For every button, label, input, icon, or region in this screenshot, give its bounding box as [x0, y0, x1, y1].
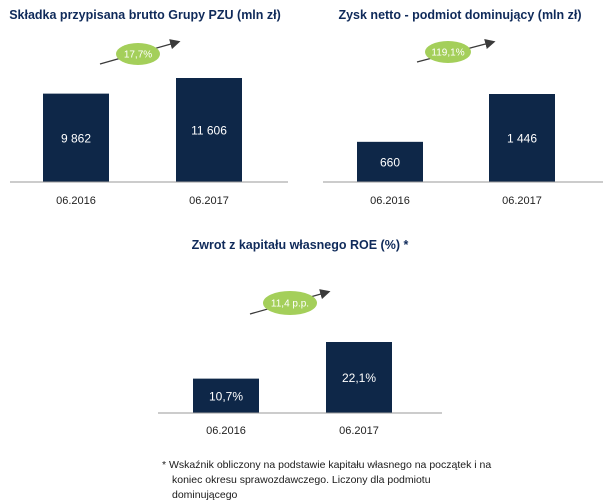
x-tick-label: 06.2017 — [502, 195, 542, 207]
x-tick-label: 06.2016 — [56, 195, 96, 207]
x-tick-label: 06.2017 — [339, 425, 379, 437]
data-label: 660 — [380, 155, 400, 169]
data-label: 10,7% — [209, 389, 243, 403]
growth-badge — [263, 291, 317, 315]
growth-badge-label: 17,7% — [124, 50, 152, 61]
growth-badge-label: 11,4 p.p. — [271, 299, 309, 310]
bar-06.2016 — [43, 93, 109, 182]
chart-plot: 17,7% 9 862 06.2016 11 606 06.2017 — [10, 39, 288, 207]
chart-plot: 11,4 p.p. 10,7% 06.2016 22,1% 06.2017 — [158, 289, 442, 437]
x-tick-label: 06.2016 — [206, 425, 246, 437]
bar-06.2016 — [357, 141, 423, 182]
footnote: * Wskaźnik obliczony na podstawie kapita… — [162, 458, 492, 503]
bar-06.2017 — [489, 94, 555, 182]
growth-badge — [425, 41, 471, 63]
footnote-line-1: * Wskaźnik obliczony na podstawie kapita… — [162, 459, 492, 471]
chart-title: Zysk netto - podmiot dominujący (mln zł) — [338, 8, 582, 22]
bar-06.2016 — [193, 378, 259, 413]
bar-06.2017 — [176, 78, 242, 182]
growth-badge — [116, 43, 160, 65]
chart-roe: Zwrot z kapitału własnego ROE (%) * 11,4… — [150, 230, 450, 440]
chart-gross-written-premium: Składka przypisana brutto Grupy PZU (mln… — [0, 0, 290, 215]
chart-plot: 119,1% 660 06.2016 1 446 06.2017 — [323, 38, 603, 207]
x-tick-label: 06.2017 — [189, 195, 229, 207]
footnote-line-2: koniec okresu sprawozdawczego. Liczony d… — [172, 474, 431, 501]
data-label: 1 446 — [507, 132, 537, 146]
chart-net-profit: Zysk netto - podmiot dominujący (mln zł)… — [315, 0, 605, 215]
growth-badge-label: 119,1% — [431, 48, 464, 59]
data-label: 11 606 — [191, 124, 227, 138]
data-label: 22,1% — [342, 371, 376, 385]
x-tick-label: 06.2016 — [370, 195, 410, 207]
chart-title: Składka przypisana brutto Grupy PZU (mln… — [9, 8, 281, 22]
data-label: 9 862 — [61, 131, 91, 145]
chart-title: Zwrot z kapitału własnego ROE (%) * — [191, 238, 409, 252]
bar-06.2017 — [326, 342, 392, 413]
